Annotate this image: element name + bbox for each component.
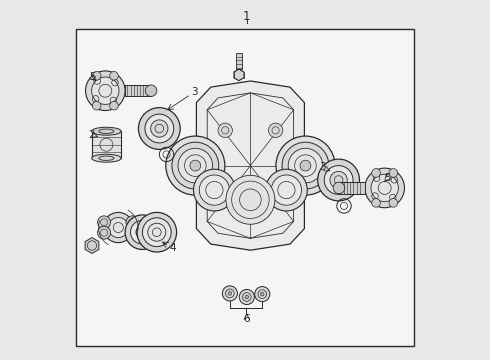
Text: 1: 1: [243, 10, 250, 23]
Circle shape: [324, 166, 353, 194]
Text: 6: 6: [244, 314, 250, 324]
Circle shape: [389, 199, 398, 207]
Circle shape: [259, 187, 268, 196]
Circle shape: [218, 193, 232, 207]
Circle shape: [226, 175, 275, 224]
Circle shape: [318, 159, 360, 201]
Circle shape: [130, 220, 154, 244]
Circle shape: [151, 120, 168, 137]
Circle shape: [261, 292, 264, 296]
Text: 5: 5: [89, 72, 96, 82]
Circle shape: [255, 287, 270, 302]
Circle shape: [98, 216, 111, 229]
Circle shape: [194, 169, 235, 211]
Circle shape: [137, 212, 176, 252]
Circle shape: [126, 216, 139, 229]
Text: 5: 5: [384, 173, 391, 183]
Circle shape: [288, 148, 323, 183]
Bar: [236, 53, 242, 69]
Circle shape: [271, 175, 301, 205]
Circle shape: [145, 114, 174, 143]
Text: 4: 4: [170, 243, 176, 253]
Circle shape: [110, 102, 118, 110]
Circle shape: [389, 168, 398, 177]
Circle shape: [145, 85, 157, 96]
Circle shape: [139, 108, 180, 149]
Circle shape: [178, 148, 213, 183]
Circle shape: [371, 174, 398, 202]
Circle shape: [125, 215, 160, 249]
Circle shape: [136, 226, 149, 239]
Circle shape: [199, 175, 229, 205]
Circle shape: [92, 77, 119, 104]
Circle shape: [86, 71, 125, 111]
Circle shape: [372, 168, 380, 177]
Circle shape: [300, 160, 311, 171]
Circle shape: [282, 142, 329, 189]
Text: 3: 3: [191, 87, 198, 97]
Polygon shape: [234, 69, 244, 81]
Circle shape: [228, 292, 232, 295]
Circle shape: [92, 71, 101, 80]
Circle shape: [92, 102, 101, 110]
Ellipse shape: [92, 154, 121, 162]
Bar: [76, 29, 414, 346]
Circle shape: [269, 193, 283, 207]
Circle shape: [365, 168, 404, 208]
Circle shape: [233, 187, 242, 196]
Circle shape: [222, 286, 238, 301]
Bar: [339, 182, 365, 194]
Circle shape: [143, 218, 171, 247]
Circle shape: [276, 136, 335, 195]
Circle shape: [269, 123, 283, 138]
Circle shape: [372, 199, 380, 207]
Circle shape: [172, 142, 219, 189]
Circle shape: [126, 226, 139, 239]
Polygon shape: [85, 238, 99, 253]
Circle shape: [166, 136, 225, 195]
Circle shape: [233, 205, 242, 214]
Circle shape: [108, 217, 128, 238]
Ellipse shape: [92, 127, 121, 135]
Circle shape: [333, 182, 345, 194]
Circle shape: [245, 295, 248, 299]
Circle shape: [103, 212, 133, 243]
Bar: [92, 131, 121, 158]
Circle shape: [98, 226, 111, 239]
Polygon shape: [196, 81, 304, 250]
Text: 2: 2: [89, 130, 96, 140]
Circle shape: [190, 160, 201, 171]
Text: 3: 3: [319, 162, 326, 172]
Circle shape: [266, 169, 307, 211]
Bar: [125, 85, 151, 96]
Circle shape: [218, 123, 232, 138]
Circle shape: [239, 289, 254, 305]
Circle shape: [259, 205, 268, 214]
Circle shape: [330, 171, 347, 189]
Circle shape: [110, 71, 118, 80]
